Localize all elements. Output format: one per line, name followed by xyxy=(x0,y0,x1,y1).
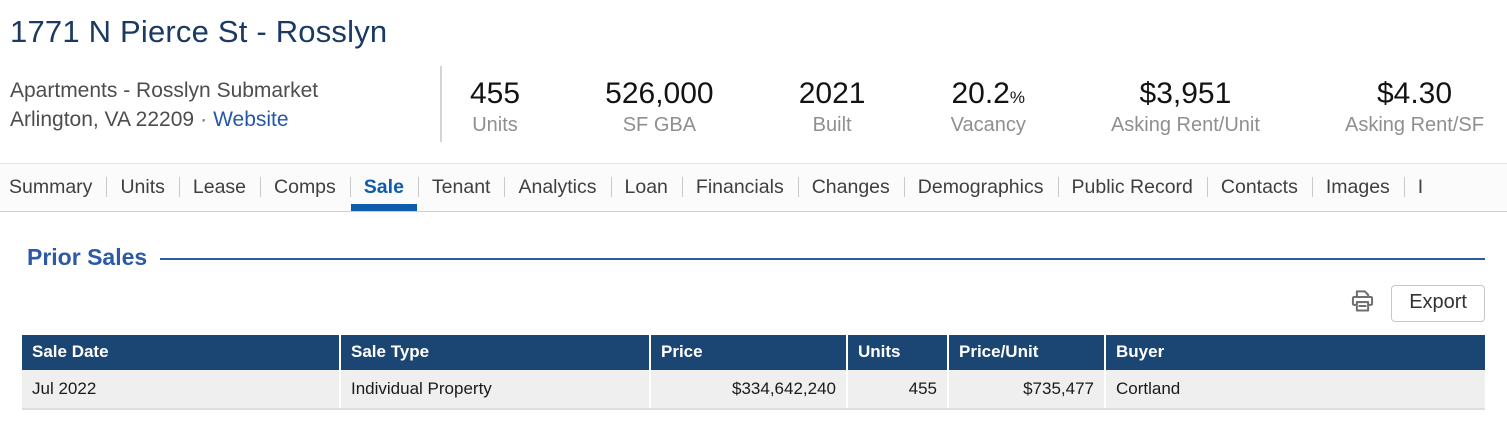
tab-loan[interactable]: Loan xyxy=(610,164,682,211)
website-link[interactable]: Website xyxy=(213,108,289,131)
sale-tab-content: Prior Sales Export Sale Date Sale Type P… xyxy=(0,242,1507,410)
section-rule xyxy=(160,258,1485,260)
stat-asking-rent-sf-value: $4.30 xyxy=(1376,77,1453,110)
stat-vacancy-label: Vacancy xyxy=(950,114,1026,136)
cell-price: $334,642,240 xyxy=(649,370,847,410)
tab-lease[interactable]: Lease xyxy=(178,164,260,211)
tab-sale[interactable]: Sale xyxy=(349,164,418,211)
column-header-units: Units xyxy=(846,335,948,370)
stat-sf-gba: 526,000 SF GBA xyxy=(605,77,713,137)
table-row[interactable]: Jul 2022 Individual Property $334,642,24… xyxy=(22,370,1485,410)
stat-asking-rent-unit-value: $3,951 xyxy=(1139,77,1232,110)
column-header-price: Price xyxy=(649,335,847,370)
percent-sign: % xyxy=(1009,88,1025,107)
prior-sales-table: Sale Date Sale Type Price Units Price/Un… xyxy=(22,335,1485,410)
dot-separator: · xyxy=(200,108,208,131)
key-stats: 455 Units 526,000 SF GBA 2021 Built 20.2… xyxy=(470,77,1484,137)
prior-sales-heading: Prior Sales xyxy=(27,243,148,270)
stat-built-label: Built xyxy=(812,114,852,136)
cell-buyer: Cortland xyxy=(1104,370,1485,410)
tab-demographics[interactable]: Demographics xyxy=(903,164,1058,211)
stat-units: 455 Units xyxy=(470,77,520,137)
column-header-sale-date: Sale Date xyxy=(22,335,340,370)
tab-analytics[interactable]: Analytics xyxy=(504,164,610,211)
tab-financials[interactable]: Financials xyxy=(681,164,798,211)
export-button[interactable]: Export xyxy=(1391,284,1485,322)
prior-sales-section-header: Prior Sales xyxy=(22,242,1485,272)
tab-changes[interactable]: Changes xyxy=(797,164,904,211)
tab-contacts[interactable]: Contacts xyxy=(1206,164,1312,211)
cell-price-unit: $735,477 xyxy=(947,370,1105,410)
stat-built: 2021 Built xyxy=(799,77,866,137)
property-header: 1771 N Pierce St - Rosslyn Apartments - … xyxy=(0,0,1507,163)
tab-comps[interactable]: Comps xyxy=(260,164,350,211)
property-type-submarket: Apartments - Rosslyn Submarket xyxy=(10,79,319,102)
property-address: Arlington, VA 22209 xyxy=(10,108,195,131)
cell-sale-type: Individual Property xyxy=(339,370,650,410)
tab-public-record[interactable]: Public Record xyxy=(1057,164,1207,211)
tab-tenant[interactable]: Tenant xyxy=(417,164,505,211)
stat-units-label: Units xyxy=(472,114,518,136)
column-header-buyer: Buyer xyxy=(1104,335,1485,370)
table-toolbar: Export xyxy=(22,284,1485,322)
property-subtitle: Apartments - Rosslyn Submarket Arlington… xyxy=(10,76,318,134)
property-address-line: Arlington, VA 22209 · Website xyxy=(10,105,318,134)
print-button[interactable] xyxy=(1349,288,1376,318)
stat-asking-rent-unit-label: Asking Rent/Unit xyxy=(1110,114,1260,136)
table-header-row: Sale Date Sale Type Price Units Price/Un… xyxy=(22,335,1485,370)
tab-clipped[interactable]: I xyxy=(1403,164,1437,211)
stat-units-value: 455 xyxy=(470,77,521,110)
printer-icon xyxy=(1349,288,1376,318)
stat-sf-gba-label: SF GBA xyxy=(622,114,697,136)
stat-asking-rent-sf-label: Asking Rent/SF xyxy=(1345,114,1484,136)
cell-sale-date: Jul 2022 xyxy=(22,370,340,410)
column-header-sale-type: Sale Type xyxy=(339,335,650,370)
tab-images[interactable]: Images xyxy=(1311,164,1404,211)
property-tab-bar: Summary Units Lease Comps Sale Tenant An… xyxy=(0,163,1507,212)
stat-asking-rent-sf: $4.30 Asking Rent/SF xyxy=(1345,77,1484,137)
page-title: 1771 N Pierce St - Rosslyn xyxy=(10,14,388,49)
stat-asking-rent-unit: $3,951 Asking Rent/Unit xyxy=(1111,77,1260,137)
tab-summary[interactable]: Summary xyxy=(9,176,93,198)
stat-sf-gba-value: 526,000 xyxy=(605,77,714,110)
tab-units[interactable]: Units xyxy=(106,164,178,211)
stat-vacancy-value: 20.2% xyxy=(951,77,1025,110)
stat-built-value: 2021 xyxy=(798,77,866,110)
column-header-price-unit: Price/Unit xyxy=(947,335,1105,370)
cell-units: 455 xyxy=(846,370,948,410)
header-vertical-divider xyxy=(440,66,442,142)
stat-vacancy: 20.2% Vacancy xyxy=(951,77,1026,137)
